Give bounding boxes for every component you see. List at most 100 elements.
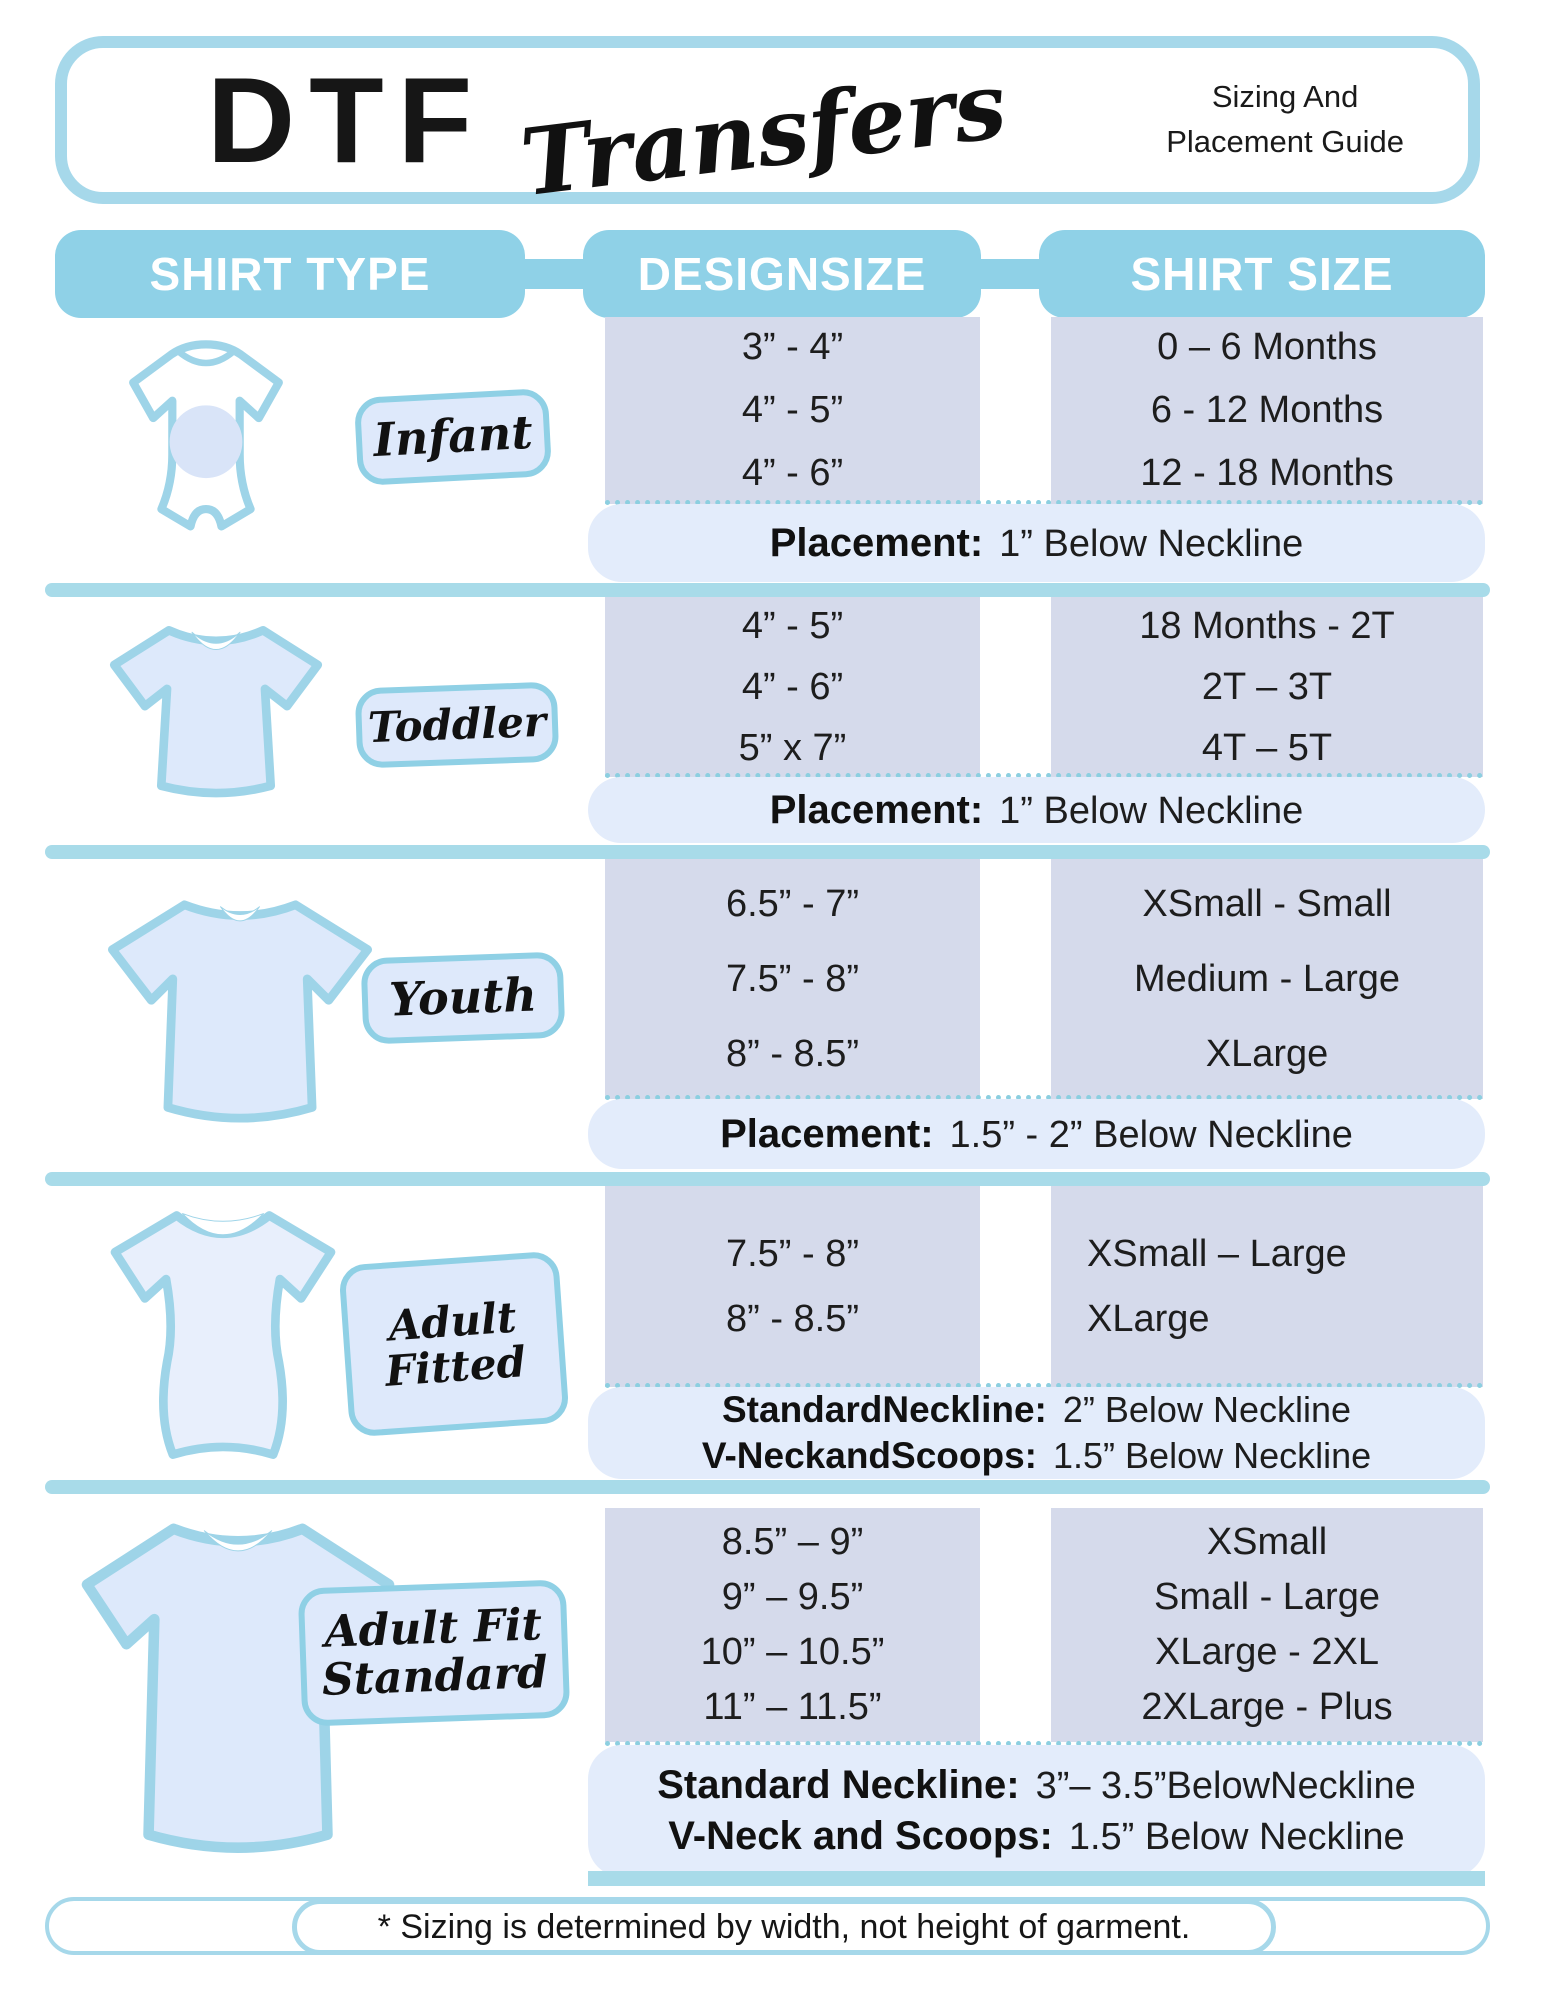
shirt-size-value: 12 - 18 Months bbox=[1140, 452, 1394, 494]
adult-fitted-shirt-icon bbox=[110, 1211, 336, 1459]
design-size-value: 4” - 6” bbox=[741, 452, 844, 494]
placement-line: V-Neck and Scoops: 1.5” Below Neckline bbox=[668, 1814, 1404, 1859]
footnote-pill: * Sizing is determined by width, not hei… bbox=[292, 1899, 1276, 1955]
design-size-column: 6.5” - 7” 7.5” - 8” 8” - 8.5” bbox=[605, 859, 980, 1099]
section-divider bbox=[45, 583, 1490, 597]
placement-line: V-NeckandScoops: 1.5” Below Neckline bbox=[702, 1435, 1371, 1477]
design-size-column: 8.5” – 9” 9” – 9.5” 10” – 10.5” 11” – 11… bbox=[605, 1508, 980, 1742]
placement-band: Placement: 1.5” - 2” Below Neckline bbox=[588, 1099, 1485, 1169]
placement-band: Standard Neckline: 3”– 3.5”BelowNeckline… bbox=[588, 1745, 1485, 1877]
design-size-value: 11” – 11.5” bbox=[703, 1686, 882, 1728]
placement-label: V-Neck and Scoops: bbox=[668, 1814, 1053, 1858]
placement-value: 1.5” Below Neckline bbox=[1068, 1816, 1405, 1858]
shirt-size-value: 0 – 6 Months bbox=[1157, 326, 1377, 368]
placement-line: StandardNeckline: 2” Below Neckline bbox=[722, 1389, 1351, 1431]
shirt-size-value: 4T – 5T bbox=[1201, 726, 1333, 769]
shirt-size-value: XSmall - Small bbox=[1142, 882, 1392, 925]
design-size-value: 9” – 9.5” bbox=[721, 1576, 864, 1618]
design-size-column: 3” - 4” 4” - 5” 4” - 6” bbox=[605, 317, 980, 504]
section-divider bbox=[45, 845, 1490, 859]
placement-label: Placement: bbox=[720, 1111, 934, 1156]
guide-subtitle-line2: Placement Guide bbox=[1166, 124, 1404, 159]
section-adult-fit-standard: Adult Fit Standard 8.5” – 9” 9” – 9.5” 1… bbox=[0, 1494, 1545, 1900]
shirt-type-label-toddler: Toddler bbox=[354, 681, 560, 769]
placement-band: StandardNeckline: 2” Below Neckline V-Ne… bbox=[588, 1387, 1485, 1479]
shirt-size-value: 6 - 12 Months bbox=[1150, 389, 1384, 431]
design-size-value: 4” - 6” bbox=[741, 665, 844, 708]
tag-line: Toddler bbox=[367, 697, 547, 753]
shirt-size-value: XLarge - 2XL bbox=[1155, 1631, 1379, 1673]
design-size-value: 8” - 8.5” bbox=[725, 1032, 860, 1075]
design-size-column: 7.5” - 8” 8” - 8.5” bbox=[605, 1186, 980, 1387]
column-header-shirt-size: SHIRT SIZE bbox=[1039, 230, 1485, 318]
shirt-size-value: XSmall bbox=[1206, 1521, 1328, 1563]
shirt-size-column: XSmall - Small Medium - Large XLarge bbox=[1051, 859, 1483, 1099]
column-header-shirt-type: SHIRT TYPE bbox=[55, 230, 525, 318]
design-size-value: 10” – 10.5” bbox=[700, 1631, 885, 1673]
placement-value: 1.5” - 2” Below Neckline bbox=[949, 1113, 1353, 1156]
dotted-separator bbox=[605, 500, 1483, 505]
section-youth: Youth 6.5” - 7” 7.5” - 8” 8” - 8.5” XSma… bbox=[0, 859, 1545, 1172]
shirt-size-value: Small - Large bbox=[1154, 1576, 1380, 1618]
section-divider bbox=[45, 1480, 1490, 1494]
shirt-type-label-adult-fit-standard: Adult Fit Standard bbox=[297, 1579, 571, 1727]
guide-subtitle-line1: Sizing And bbox=[1211, 79, 1359, 115]
tag-line: Youth bbox=[388, 967, 538, 1027]
shirt-type-label-youth: Youth bbox=[360, 951, 566, 1045]
shirt-size-value: 2XLarge - Plus bbox=[1141, 1686, 1393, 1728]
column-header-row: SHIRT TYPE DESIGNSIZE SHIRT SIZE bbox=[55, 230, 1485, 318]
footnote-text: * Sizing is determined by width, not hei… bbox=[377, 1907, 1191, 1946]
dotted-separator bbox=[605, 773, 1483, 778]
placement-line: Placement: 1” Below Neckline bbox=[770, 788, 1304, 833]
design-size-value: 5” x 7” bbox=[738, 726, 847, 769]
shirt-size-column: XSmall Small - Large XLarge - 2XL 2XLarg… bbox=[1051, 1508, 1483, 1742]
brand-title: DTF bbox=[207, 52, 487, 188]
header-box: DTF Transfers Sizing And Placement Guide bbox=[55, 36, 1480, 217]
shirt-size-column: 18 Months - 2T 2T – 3T 4T – 5T bbox=[1051, 597, 1483, 777]
placement-label: Standard Neckline: bbox=[657, 1763, 1020, 1807]
tag-line: Infant bbox=[372, 405, 534, 468]
placement-value: 2” Below Neckline bbox=[1062, 1389, 1351, 1430]
dotted-separator bbox=[605, 1095, 1483, 1100]
shirt-size-value: XLarge bbox=[1205, 1032, 1329, 1075]
brand-script-title: Transfers bbox=[515, 50, 1012, 218]
placement-band: Placement: 1” Below Neckline bbox=[588, 777, 1485, 843]
shirt-type-label-adult-fitted: Adult Fitted bbox=[338, 1250, 570, 1438]
shirt-size-column: 0 – 6 Months 6 - 12 Months 12 - 18 Month… bbox=[1051, 317, 1483, 504]
placement-band: Placement: 1” Below Neckline bbox=[588, 504, 1485, 582]
column-header-design-size: DESIGNSIZE bbox=[583, 230, 981, 318]
placement-label: Placement: bbox=[769, 787, 984, 832]
placement-label: Placement: bbox=[769, 520, 984, 565]
shirt-size-column: XSmall – Large XLarge bbox=[1051, 1186, 1483, 1387]
design-size-value: 4” - 5” bbox=[741, 604, 844, 647]
shirt-size-value: 2T – 3T bbox=[1201, 665, 1333, 708]
shirt-size-value: XSmall – Large bbox=[1087, 1232, 1347, 1275]
shirt-size-value: XLarge bbox=[1087, 1297, 1210, 1340]
toddler-shirt-icon bbox=[109, 626, 323, 798]
design-size-value: 4” - 5” bbox=[741, 389, 844, 431]
pill-connector bbox=[975, 259, 1045, 289]
placement-value: 3”– 3.5”BelowNeckline bbox=[1035, 1765, 1416, 1807]
placement-value: 1” Below Neckline bbox=[999, 789, 1304, 832]
section-divider bbox=[45, 1172, 1490, 1186]
section-adult-fitted: Adult Fitted 7.5” - 8” 8” - 8.5” XSmall … bbox=[0, 1186, 1545, 1480]
design-size-value: 8” - 8.5” bbox=[725, 1297, 860, 1340]
section-toddler: Toddler 4” - 5” 4” - 6” 5” x 7” 18 Month… bbox=[0, 597, 1545, 845]
infant-onesie-icon bbox=[129, 340, 283, 531]
dotted-separator bbox=[605, 1383, 1483, 1388]
dotted-separator bbox=[605, 1741, 1483, 1746]
design-size-value: 3” - 4” bbox=[741, 326, 844, 368]
youth-shirt-icon bbox=[107, 900, 373, 1123]
placement-line: Standard Neckline: 3”– 3.5”BelowNeckline bbox=[657, 1763, 1416, 1808]
shirt-size-value: Medium - Large bbox=[1133, 957, 1401, 1000]
tag-line: Standard bbox=[321, 1647, 549, 1706]
placement-value: 1” Below Neckline bbox=[999, 522, 1304, 565]
design-size-value: 7.5” - 8” bbox=[725, 957, 860, 1000]
placement-value: 1.5” Below Neckline bbox=[1053, 1435, 1372, 1476]
design-size-value: 8.5” – 9” bbox=[721, 1521, 864, 1563]
design-size-value: 6.5” - 7” bbox=[725, 882, 860, 925]
placement-label: V-NeckandScoops: bbox=[701, 1435, 1037, 1476]
tag-line: Fitted bbox=[383, 1337, 528, 1396]
placement-line: Placement: 1.5” - 2” Below Neckline bbox=[720, 1112, 1353, 1157]
